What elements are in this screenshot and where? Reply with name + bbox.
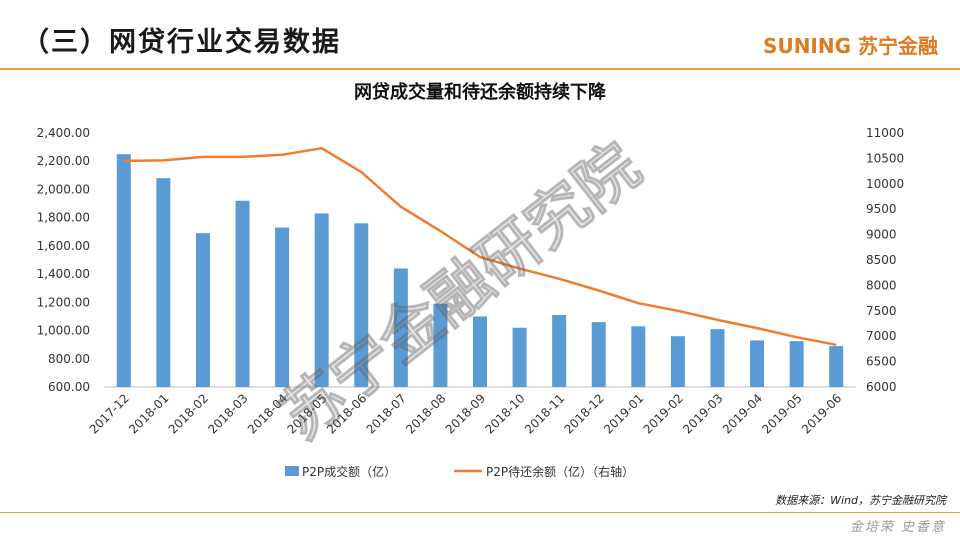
bar-2018-12 — [591, 322, 606, 387]
bar-2018-11 — [552, 315, 567, 387]
y-left-tick-label: 600.00 — [48, 380, 90, 394]
y-right-tick-label: 11000 — [866, 126, 904, 140]
y-left-tick-label: 2,200.00 — [37, 154, 90, 168]
signature: 金培荣 史香意 — [849, 520, 946, 535]
y-left-tick-label: 1,600.00 — [37, 239, 90, 253]
x-tick-label: 2018-10 — [482, 391, 527, 436]
legend-label-line: P2P待还余额（亿）（右轴） — [486, 464, 634, 479]
data-source: 数据来源：Wind，苏宁金融研究院 — [775, 494, 946, 507]
header-divider — [0, 68, 960, 70]
series-line-outstanding — [123, 146, 837, 347]
x-tick-label: 2019-02 — [641, 391, 686, 436]
legend-swatch-bar — [285, 466, 299, 476]
y-right-tick-label: 8500 — [866, 253, 897, 267]
bar-2019-06 — [829, 346, 844, 387]
x-tick-label: 2019-03 — [680, 391, 725, 436]
legend-label-bar: P2P成交额（亿） — [302, 464, 396, 479]
y-right-tick-label: 6500 — [866, 355, 897, 369]
bar-2019-02 — [670, 336, 685, 387]
x-tick-label: 2018-07 — [364, 391, 409, 436]
bar-2018-06 — [354, 223, 369, 387]
y-left-tick-label: 800.00 — [48, 352, 90, 366]
x-tick-label: 2018-09 — [443, 391, 488, 436]
y-left-tick-label: 1,400.00 — [37, 267, 90, 281]
bar-2018-10 — [512, 327, 527, 387]
y-right-tick-label: 7000 — [866, 329, 897, 343]
x-tick-label: 2018-02 — [166, 391, 211, 436]
y-right-tick-label: 9500 — [866, 202, 897, 216]
chart-title: 网贷成交量和待还余额持续下降 — [354, 81, 607, 103]
y-left-tick-label: 1,000.00 — [37, 324, 90, 338]
y-left-tick-label: 2,400.00 — [37, 126, 90, 140]
bar-2018-08 — [433, 303, 448, 387]
bar-2019-04 — [750, 340, 765, 387]
footer-divider — [0, 512, 960, 513]
x-tick-label: 2018-01 — [126, 391, 171, 436]
y-right-tick-label: 10000 — [866, 177, 904, 191]
x-tick-label: 2019-06 — [799, 391, 844, 436]
x-tick-label: 2018-08 — [403, 391, 448, 436]
y-right-tick-label: 10500 — [866, 151, 904, 165]
bar-2018-07 — [393, 268, 408, 387]
y-right-tick-label: 7500 — [866, 304, 897, 318]
bar-2019-03 — [710, 329, 725, 387]
bar-2018-03 — [235, 200, 250, 387]
bar-2019-01 — [631, 326, 646, 387]
bar-2018-04 — [275, 227, 290, 387]
x-tick-label: 2018-03 — [205, 391, 250, 436]
brand-logo: SUNING 苏宁金融 — [763, 34, 938, 58]
x-tick-label: 2019-04 — [720, 391, 765, 436]
x-tick-label: 2018-05 — [284, 391, 329, 436]
x-tick-label: 2018-11 — [522, 391, 567, 436]
x-tick-label: 2018-04 — [245, 391, 290, 436]
bar-2018-02 — [195, 233, 210, 387]
x-tick-label: 2019-01 — [601, 391, 646, 436]
page-title: （三）网贷行业交易数据 — [22, 27, 341, 58]
x-tick-label: 2017-12 — [87, 391, 132, 436]
y-right-tick-label: 9000 — [866, 228, 897, 242]
bar-2017-12 — [116, 154, 131, 387]
bar-2018-09 — [473, 316, 487, 387]
x-tick-label: 2018-12 — [562, 391, 607, 436]
y-right-tick-label: 6000 — [866, 380, 897, 394]
x-tick-label: 2019-05 — [759, 391, 804, 436]
y-left-tick-label: 2,000.00 — [37, 182, 90, 196]
bar-2018-05 — [314, 213, 329, 387]
y-left-tick-label: 1,800.00 — [37, 211, 90, 225]
x-tick-label: 2018-06 — [324, 391, 369, 436]
y-left-tick-label: 1,200.00 — [37, 295, 90, 309]
bar-2019-05 — [789, 341, 804, 387]
bar-2018-01 — [156, 178, 171, 387]
y-right-tick-label: 8000 — [866, 278, 897, 292]
